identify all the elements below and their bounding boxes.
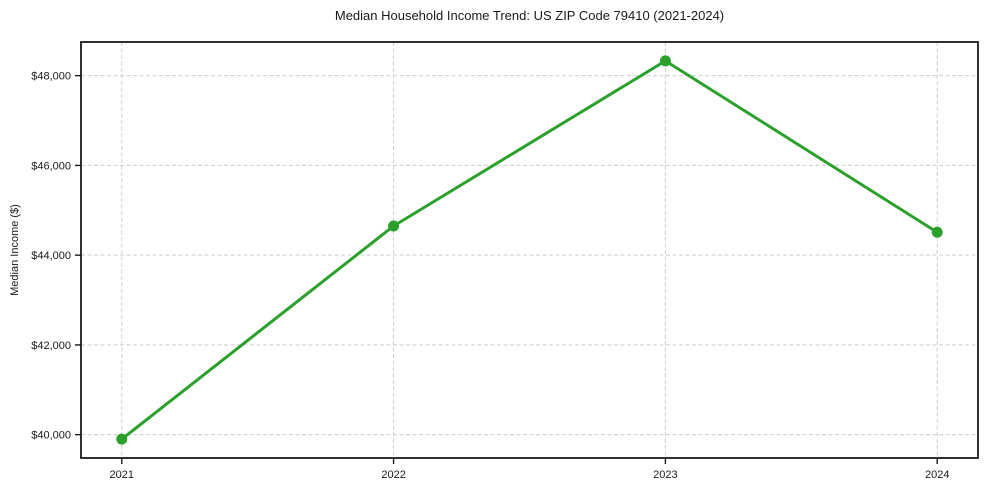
chart-title: Median Household Income Trend: US ZIP Co… xyxy=(334,8,725,23)
x-tick-label: 2024 xyxy=(925,469,949,481)
data-point-2021 xyxy=(116,433,128,445)
y-tick-label: $44,000 xyxy=(31,250,71,262)
x-tick-label: 2022 xyxy=(381,469,405,481)
y-tick-label: $46,000 xyxy=(31,160,71,172)
y-tick-label: $40,000 xyxy=(31,430,71,442)
plot-frame xyxy=(80,41,979,459)
data-point-2022 xyxy=(388,220,400,232)
income-trend-line xyxy=(120,59,939,441)
y-tick-label: $42,000 xyxy=(31,340,71,352)
data-point-2024 xyxy=(931,226,943,238)
y-tick-label: $48,000 xyxy=(31,71,71,83)
data-point-2023 xyxy=(659,55,671,67)
x-tick-label: 2023 xyxy=(653,469,677,481)
x-tick-label: 2021 xyxy=(110,469,134,481)
